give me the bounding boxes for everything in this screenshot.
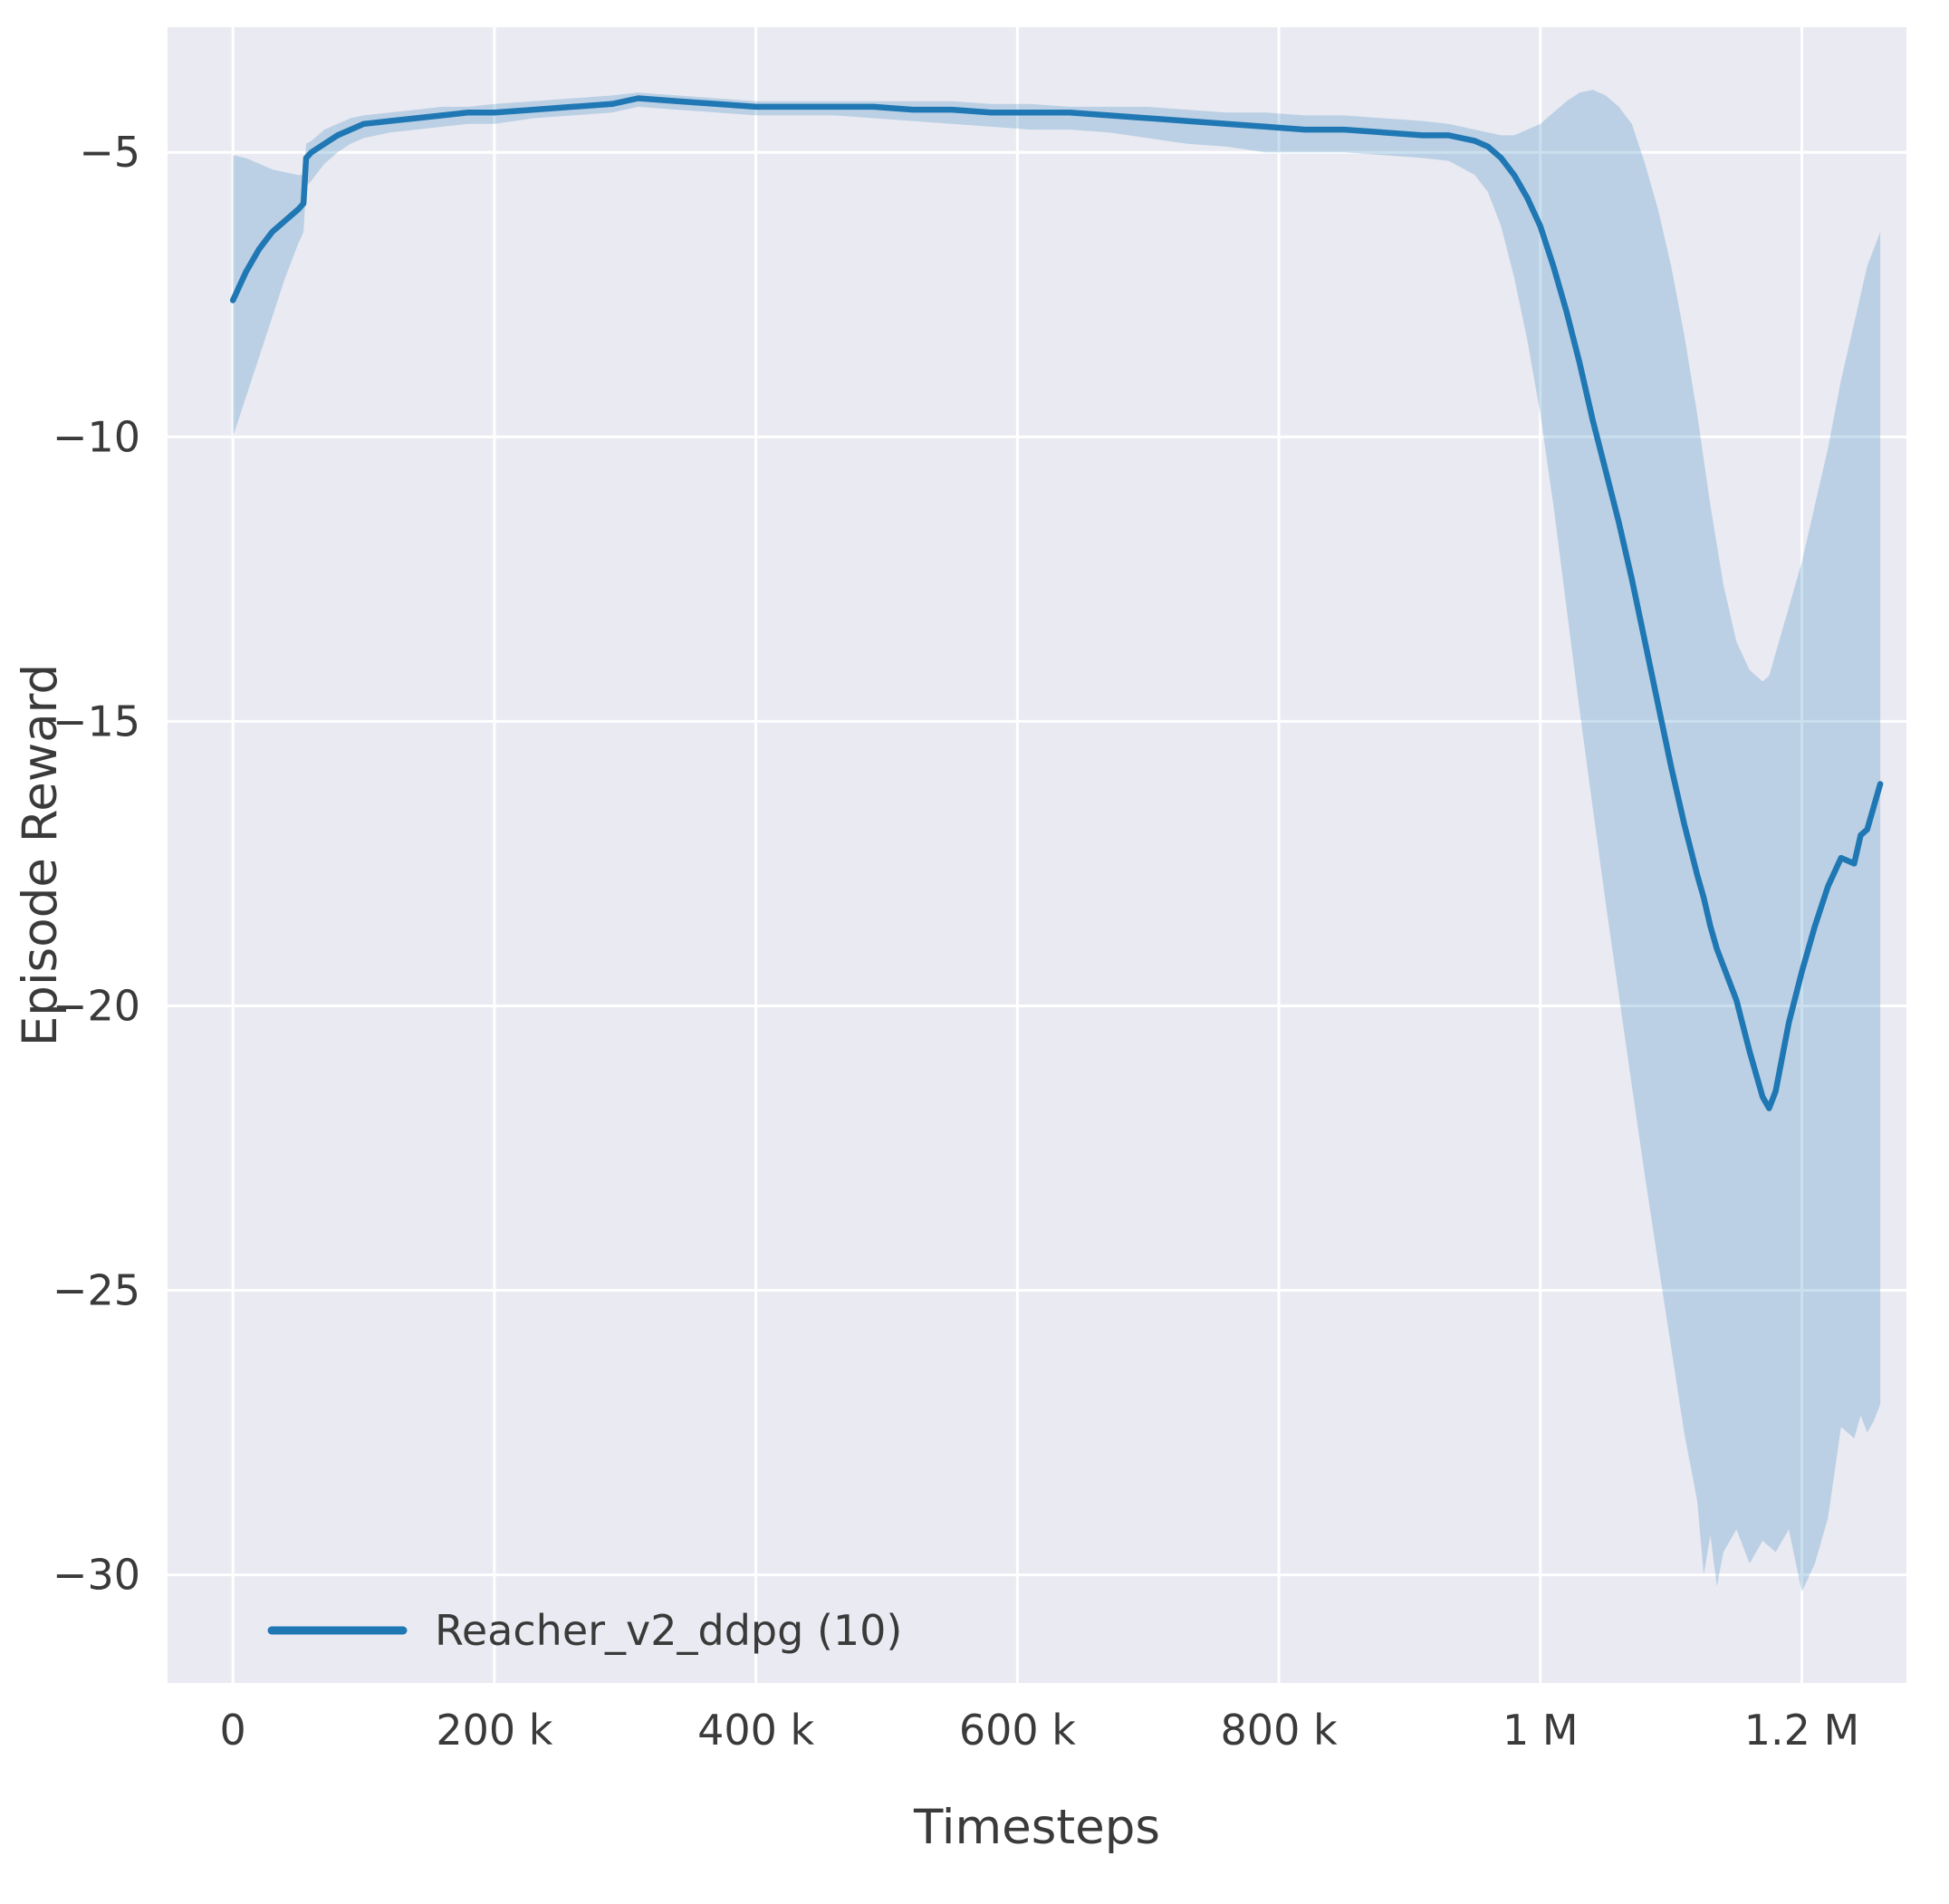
y-axis-ticks: −5 −10 −15 −20 −25 −30: [53, 128, 140, 1599]
x-tick-label: 200 k: [436, 1706, 552, 1755]
y-tick-label: −20: [53, 981, 140, 1030]
confidence-band: [233, 90, 1881, 1592]
legend: Reacher_v2_ddpg (10): [267, 1606, 902, 1655]
y-axis-label: Episode Reward: [13, 664, 68, 1046]
mean-line: [229, 95, 1884, 1111]
x-tick-label: 1 M: [1503, 1706, 1579, 1755]
y-tick-label: −15: [53, 697, 140, 745]
x-tick-label: 0: [220, 1706, 246, 1755]
plot-area: [168, 27, 1906, 1683]
y-tick-label: −30: [53, 1551, 140, 1600]
x-axis-ticks: 0 200 k 400 k 600 k 800 k 1 M 1.2 M: [220, 1706, 1860, 1755]
x-tick-label: 800 k: [1221, 1706, 1338, 1755]
legend-label: Reacher_v2_ddpg (10): [435, 1606, 902, 1655]
x-axis-label: Timesteps: [913, 1800, 1160, 1855]
y-tick-label: −5: [79, 128, 140, 177]
x-tick-label: 400 k: [697, 1706, 814, 1755]
y-tick-label: −10: [53, 412, 140, 461]
x-tick-label: 1.2 M: [1744, 1706, 1859, 1755]
y-tick-label: −25: [53, 1266, 140, 1315]
x-tick-label: 600 k: [959, 1706, 1076, 1755]
grid: [168, 27, 1906, 1683]
